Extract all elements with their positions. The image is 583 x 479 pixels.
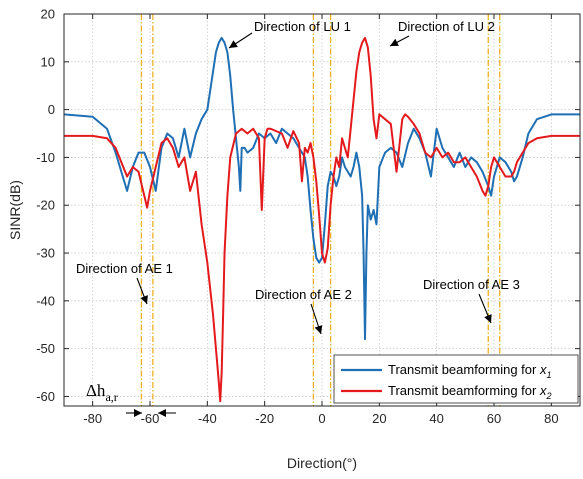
x-tick-label: -80 bbox=[83, 411, 102, 426]
legend-box bbox=[333, 354, 579, 404]
annotation-delta-main: Δh bbox=[86, 381, 106, 400]
series-line-2 bbox=[64, 36, 580, 403]
y-tick-label: -40 bbox=[36, 293, 55, 308]
x-tick-label: -40 bbox=[198, 411, 217, 426]
y-axis-label: SINR(dB) bbox=[7, 180, 23, 240]
legend: Transmit beamforming for x1 Transmit bea… bbox=[333, 354, 579, 404]
legend-label-x2-sub: 2 bbox=[545, 391, 551, 401]
y-tick-label: -10 bbox=[36, 150, 55, 165]
legend-label-x1-text: Transmit beamforming for bbox=[388, 362, 537, 377]
legend-label-x1-sub: 1 bbox=[546, 370, 551, 380]
y-tick-label: -20 bbox=[36, 198, 55, 213]
arrow-delta-right bbox=[158, 409, 176, 417]
annotation-delta: Δha,r bbox=[86, 381, 118, 404]
x-tick-label: 20 bbox=[372, 411, 386, 426]
annotation-delta-sub: a,r bbox=[105, 390, 117, 404]
arrow-ae3 bbox=[478, 293, 492, 324]
y-tick-label: 10 bbox=[41, 54, 55, 69]
annotation-ae2: Direction of AE 2 bbox=[255, 287, 352, 302]
x-tick-label: -60 bbox=[141, 411, 160, 426]
ticks: -80 -60 -40 -20 0 20 40 60 80 20 10 0 -10 -20 -30 -40 -5… bbox=[36, 7, 580, 426]
annotation-ae3: Direction of AE 3 bbox=[423, 277, 520, 292]
legend-label-x2-var: x bbox=[539, 383, 547, 398]
y-tick-label: -50 bbox=[36, 341, 55, 356]
x-tick-label: 80 bbox=[544, 411, 558, 426]
annotation-lu2: Direction of LU 2 bbox=[398, 19, 495, 34]
series-layer bbox=[63, 36, 580, 403]
annotation-lu1: Direction of LU 1 bbox=[254, 19, 351, 34]
arrow-ae2 bbox=[310, 303, 323, 335]
arrow-lu2 bbox=[389, 35, 410, 47]
grid bbox=[64, 13, 580, 406]
annotation-ae1: Direction of AE 1 bbox=[76, 261, 173, 276]
y-tick-label: 0 bbox=[48, 102, 55, 117]
arrow-ae1 bbox=[136, 277, 148, 305]
legend-label-x1: Transmit beamforming for x1 bbox=[388, 362, 551, 380]
legend-label-x1-var: x bbox=[539, 362, 547, 377]
y-tick-label: -30 bbox=[36, 246, 55, 261]
x-tick-label: -20 bbox=[255, 411, 274, 426]
x-tick-label: 60 bbox=[487, 411, 501, 426]
y-tick-label: 20 bbox=[41, 7, 55, 22]
x-axis-label: Direction(°) bbox=[287, 455, 357, 471]
arrow-lu1 bbox=[228, 32, 253, 49]
annotations: Direction of LU 1 Direction of LU 2 Dire… bbox=[76, 19, 520, 417]
annotation-arrows bbox=[126, 32, 492, 417]
y-tick-label: -60 bbox=[36, 389, 55, 404]
legend-label-x2: Transmit beamforming for x2 bbox=[388, 383, 551, 401]
x-tick-label: 40 bbox=[429, 411, 443, 426]
legend-label-x2-text: Transmit beamforming for bbox=[388, 383, 537, 398]
x-tick-label: 0 bbox=[318, 411, 325, 426]
series-line-1 bbox=[63, 36, 580, 341]
arrow-delta-left bbox=[126, 409, 142, 417]
